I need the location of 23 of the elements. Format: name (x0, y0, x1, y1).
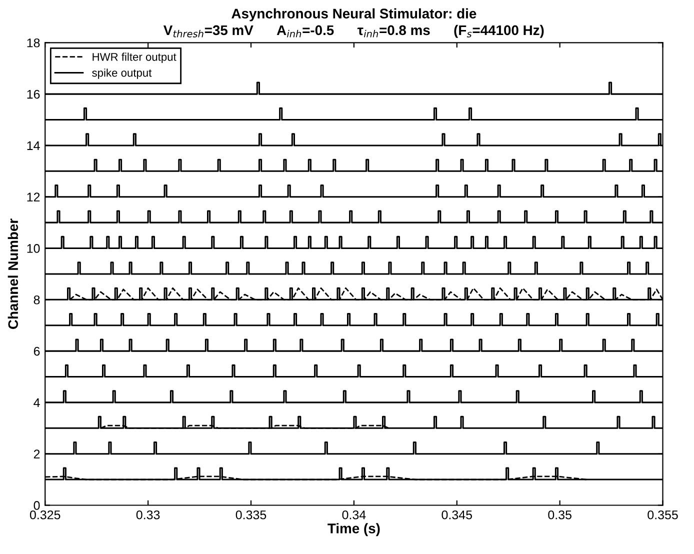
y-tick-label: 12 (27, 192, 40, 202)
y-tick-label: 0 (34, 501, 40, 510)
x-tick-label: 0.35 (548, 510, 572, 520)
y-tick-label: 18 (27, 38, 40, 48)
y-axis-title: Channel Number (8, 218, 18, 329)
y-tick-label: 14 (27, 141, 40, 150)
text: V$_{thresh}$=35 mV A$_{inh}$=-0.5 τ$_{inh}$=0.8 ms (F$_{s}$=44100 Hz) (163, 24, 544, 38)
x-tick-label: 0.325 (30, 510, 60, 520)
x-tick-label: 0.335 (236, 510, 266, 520)
y-tick-label: 2 (34, 450, 40, 458)
y-tick-label: 6 (34, 346, 40, 356)
y-tick-label: 4 (34, 398, 40, 407)
y-tick-label: 8 (34, 295, 40, 304)
x-tick-label: 0.33 (136, 510, 160, 520)
y-tick-label: 16 (27, 90, 40, 99)
x-tick-label: 0.34 (342, 510, 366, 520)
legend-label: spike output (92, 68, 152, 79)
chart-title: Asynchronous Neural Stimulator: die (232, 8, 476, 22)
y-tick-label: 10 (27, 244, 40, 253)
x-tick-label: 0.345 (442, 510, 472, 520)
x-tick-label: 0.355 (648, 510, 678, 520)
legend-label: HWR filter output (92, 52, 176, 64)
x-axis-title: Time (s) (328, 523, 380, 536)
